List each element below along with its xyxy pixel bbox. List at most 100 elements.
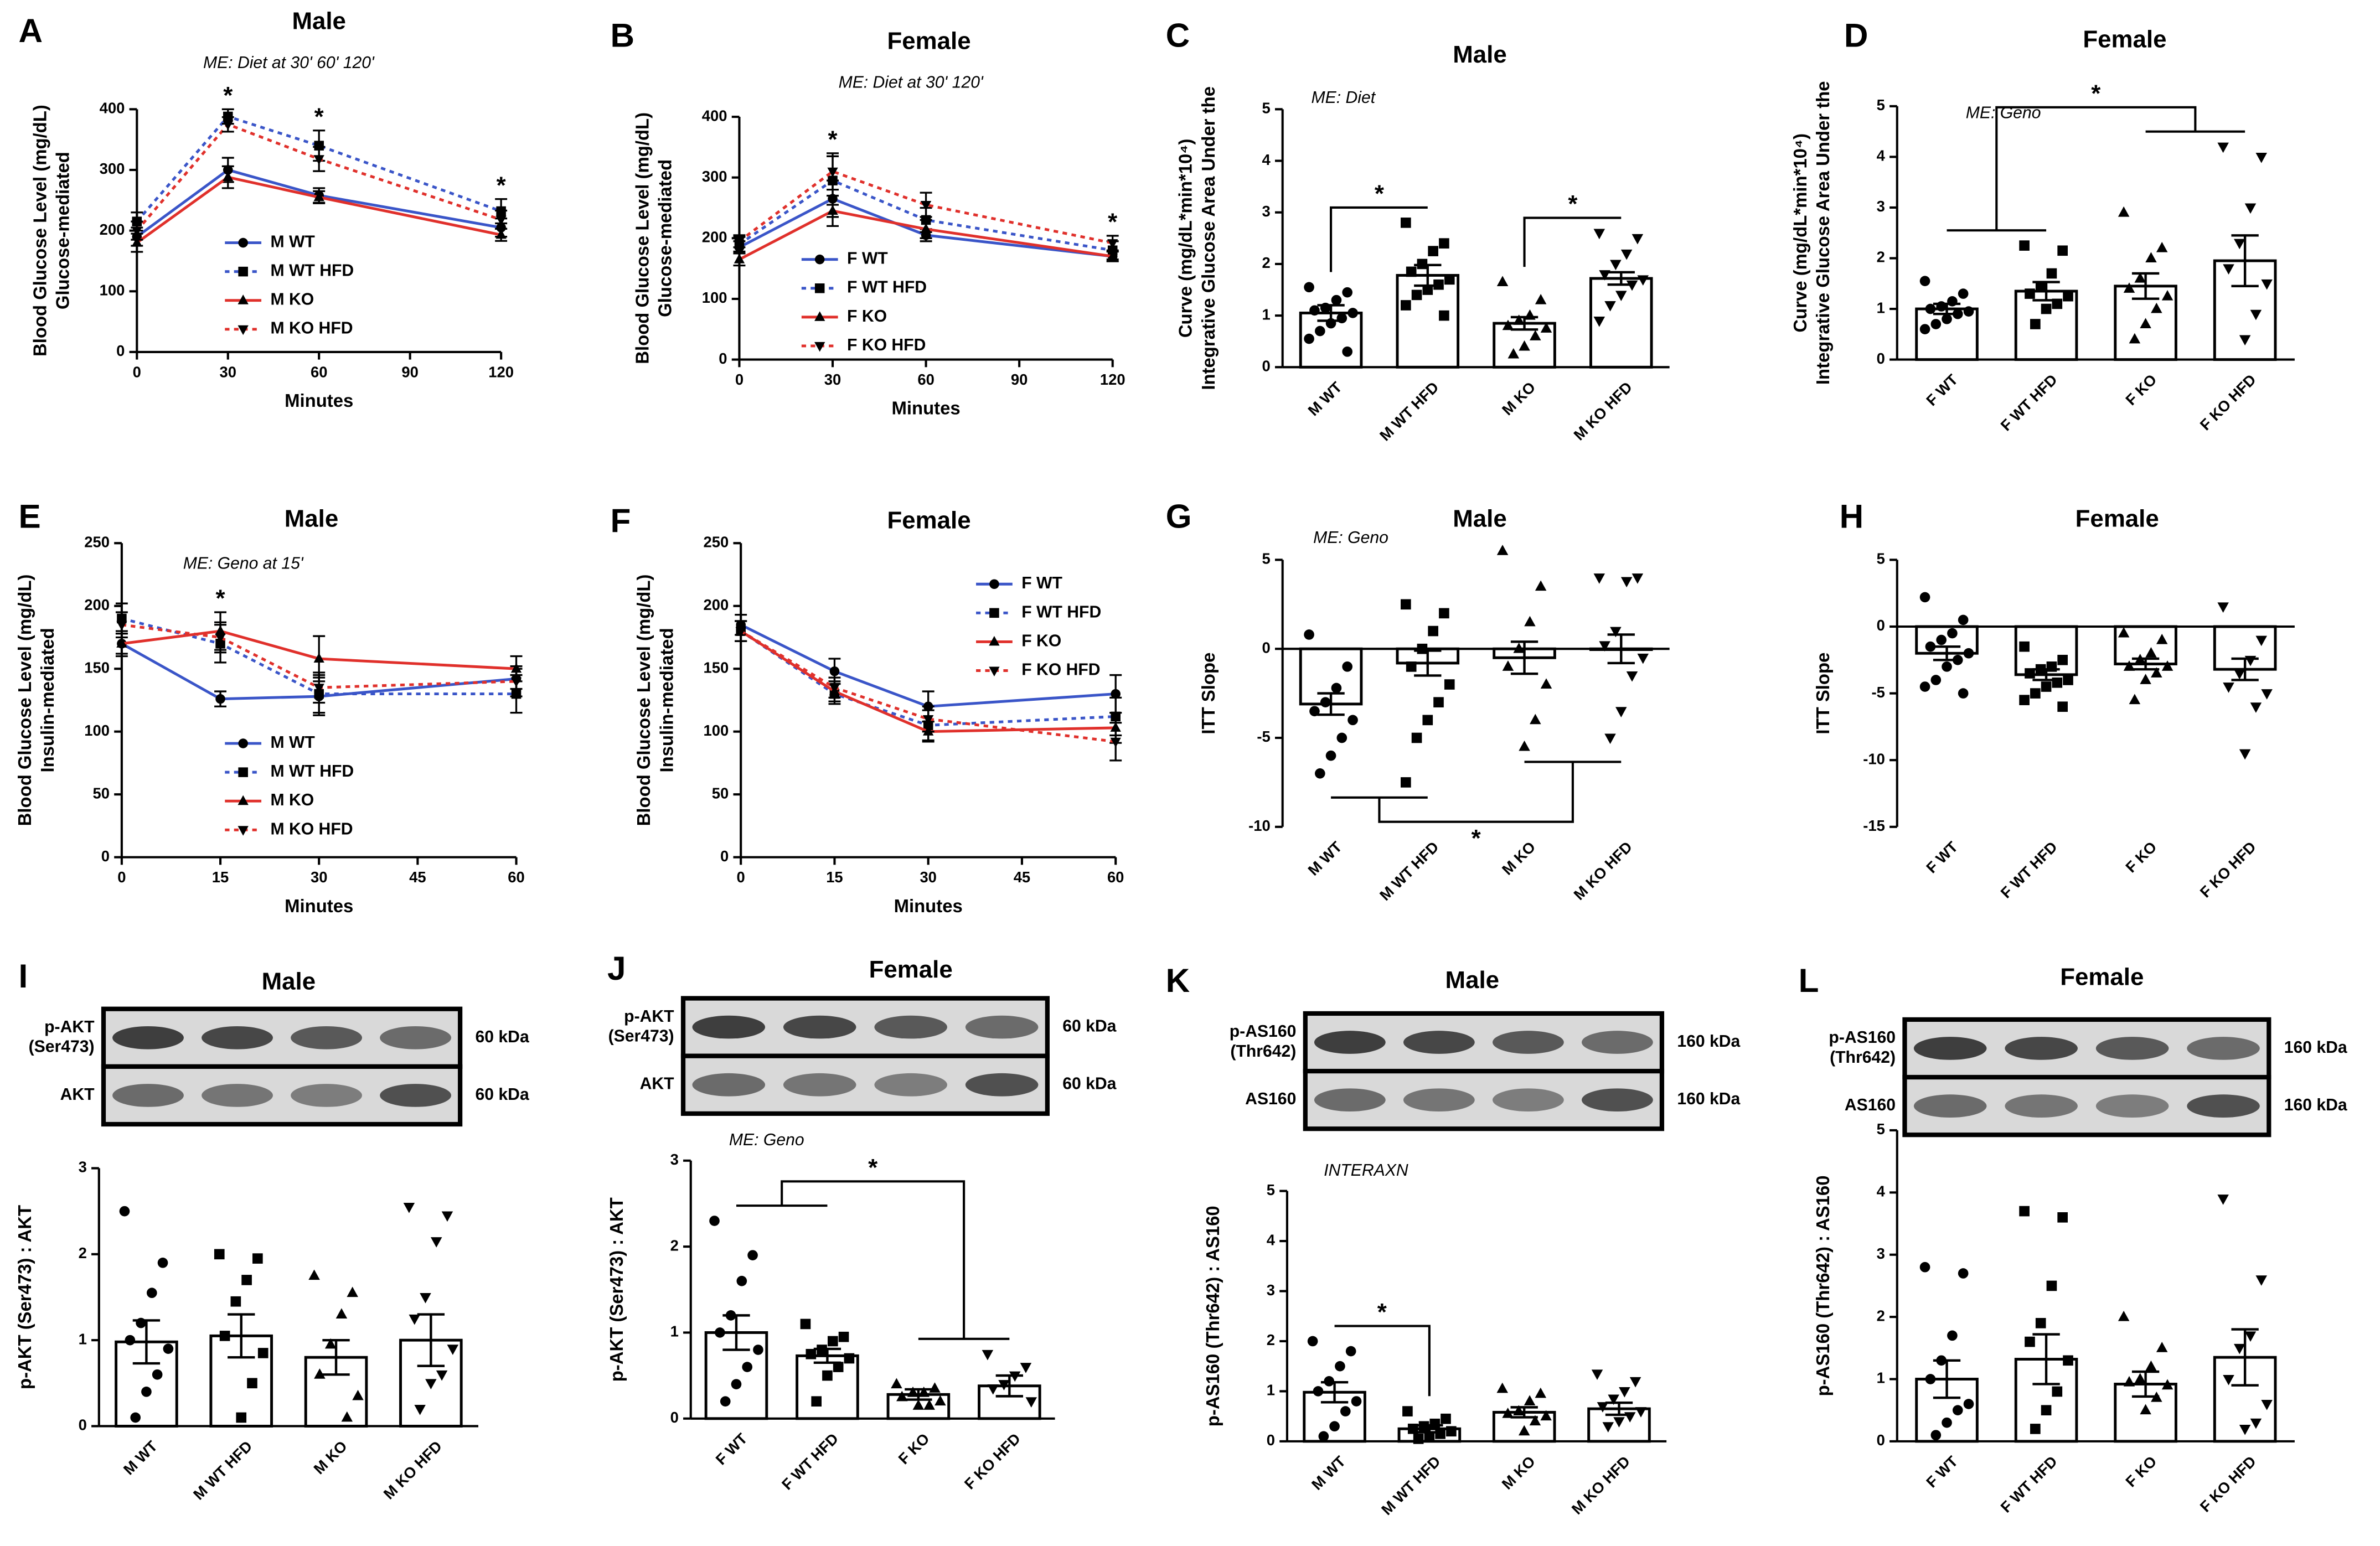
y-tick-label: 1 [670,1323,679,1340]
annotation: ME: Diet [1312,89,1376,107]
marker [844,1353,855,1364]
marker [2234,239,2245,250]
panel-letter: D [1844,16,1868,54]
panel-letter: A [19,12,43,49]
marker [838,1331,849,1342]
marker [1348,715,1358,726]
marker [1930,1430,1942,1440]
x-tick-label: 60 [917,371,934,388]
blot-band [2005,1094,2078,1118]
blot-band [112,1084,184,1107]
y-tick-label: 0 [720,847,729,865]
panel-letter: J [607,949,626,987]
marker [998,1380,1010,1390]
x-tick-label: F KO HFD [2197,371,2259,433]
marker [1496,1382,1508,1393]
y-axis-label: ITT Slope [1198,653,1219,735]
marker [2244,203,2257,214]
y-axis-label: Blood Glucose Level (mg/dL) [14,575,35,826]
marker [1439,238,1449,249]
y-tick-label: -5 [1257,728,1270,745]
panel-title: Female [869,956,953,983]
blot-size: 160 kDa [2284,1096,2347,1114]
panel-title: Female [2060,963,2144,990]
marker [1604,733,1616,744]
bracket [1378,762,1574,823]
marker [1502,319,1514,330]
marker [238,738,248,748]
marker [2140,1404,2151,1415]
marker [257,1348,269,1358]
x-tick-label: 60 [311,364,327,381]
marker [2239,749,2251,760]
series-line [121,629,517,670]
marker [827,167,838,178]
marker [2019,695,2030,705]
marker [2161,1379,2174,1390]
blot-label: AKT [640,1075,675,1093]
marker [2057,654,2068,665]
marker [1111,689,1121,699]
x-tick-label: F KO [2122,371,2160,409]
marker [2156,242,2168,252]
y-tick-label: 5 [1877,550,1885,567]
y-axis-label: Blood Glucose Level (mg/dL) [633,575,654,826]
y-tick-label: 400 [702,107,727,124]
blot-band [1582,1031,1653,1054]
marker [125,1335,136,1346]
blot-band [2095,1094,2169,1118]
marker [2255,635,2267,647]
series-line [739,209,1113,261]
marker [1315,768,1325,779]
series-line [739,197,1113,258]
marker [734,254,745,263]
significance-star: * [1108,209,1118,236]
x-tick-label: 0 [737,868,745,886]
significance-star: * [1568,190,1578,218]
marker [1417,643,1428,654]
marker [1315,325,1325,337]
legend-label: F KO HFD [847,336,926,354]
marker [163,1343,174,1354]
marker [1919,681,1930,692]
significance-star: * [828,126,838,153]
significance-star: * [314,103,324,130]
y-tick-label: 3 [1877,1245,1885,1262]
marker [2019,641,2030,652]
marker [2161,289,2174,301]
y-tick-label: 1 [1877,299,1885,316]
blot-band [965,1073,1039,1097]
marker [313,155,324,165]
blot-band [692,1073,766,1097]
marker [1342,287,1352,298]
marker [2063,675,2073,685]
marker [2046,1280,2057,1291]
y-axis-label: Blood Glucose Level (mg/dL) [632,112,652,364]
marker [313,653,324,663]
marker [2223,1375,2234,1385]
y-axis-label: p-AS160 (Thr642) : AS160 [1202,1206,1223,1426]
marker [1025,1397,1037,1408]
error-bar [1414,649,1442,677]
error-bar [1320,1380,1349,1404]
y-tick-label: 200 [702,229,727,246]
marker [920,223,932,233]
blot-band [2005,1037,2078,1060]
x-tick-label: 30 [920,868,936,886]
marker [1925,1374,1936,1384]
marker [1942,1417,1952,1428]
blot-size: 160 kDa [1677,1032,1740,1051]
y-tick-label: 0 [79,1416,87,1434]
marker [918,1386,930,1397]
marker [403,1202,415,1213]
marker [2123,1376,2135,1387]
x-tick-label: F KO HFD [2197,1452,2259,1515]
blot-label: p-AKT [624,1007,674,1026]
error-bar [2131,1370,2160,1398]
y-tick-label: 1 [1262,306,1271,323]
annotation: INTERAXN [1324,1161,1408,1180]
marker [238,294,249,304]
blot-label: AS160 [1245,1090,1296,1108]
marker [1958,614,1969,625]
blot-band [291,1026,362,1049]
